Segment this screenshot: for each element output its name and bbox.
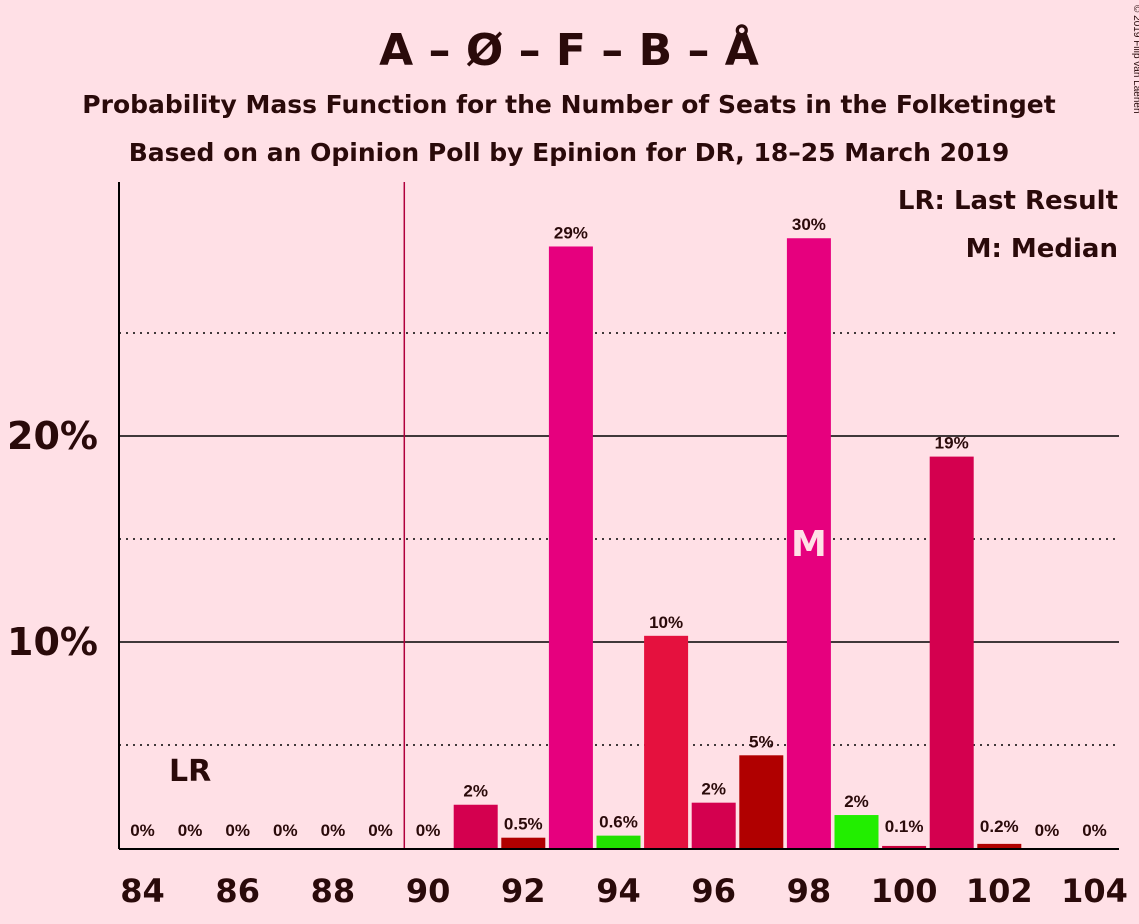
bar-label-99: 2%	[844, 792, 869, 811]
copyright-note: © 2019 Filip van Laenen	[1131, 5, 1139, 114]
chart-subtitle-2: Based on an Opinion Poll by Epinion for …	[129, 138, 1010, 167]
bar-series: M	[453, 238, 1022, 849]
bar-96	[691, 802, 736, 848]
chart-subtitle: Probability Mass Function for the Number…	[82, 90, 1055, 119]
last-result-marker: LR	[169, 182, 406, 848]
bar-label-93: 29%	[554, 223, 588, 242]
bar-label-85: 0%	[178, 821, 203, 840]
bar-label-87: 0%	[273, 821, 298, 840]
x-tick-100: 100	[871, 872, 938, 910]
x-tick-90: 90	[406, 872, 451, 910]
bar-98	[786, 238, 831, 849]
bar-label-88: 0%	[321, 821, 346, 840]
bar-95	[644, 635, 689, 848]
chart-title: A – Ø – F – B – Å	[379, 23, 759, 76]
bar-label-84: 0%	[130, 821, 155, 840]
bar-label-98: 30%	[792, 215, 826, 234]
bar-label-92: 0.5%	[504, 815, 543, 834]
bar-label-103: 0%	[1035, 821, 1060, 840]
x-tick-86: 86	[215, 872, 260, 910]
x-tick-92: 92	[501, 872, 546, 910]
bar-92	[501, 837, 546, 848]
bar-101	[929, 456, 974, 848]
x-tick-88: 88	[311, 872, 356, 910]
bar-100	[882, 845, 927, 848]
x-tick-98: 98	[787, 872, 832, 910]
bar-94	[596, 835, 641, 848]
y-tick-10: 10%	[7, 620, 98, 664]
bar-label-100: 0.1%	[885, 817, 924, 836]
bar-label-97: 5%	[749, 732, 774, 751]
x-tick-102: 102	[966, 872, 1033, 910]
x-tick-84: 84	[120, 872, 165, 910]
bar-93	[548, 246, 593, 849]
legend-median: M: Median	[966, 234, 1118, 264]
bar-99	[834, 815, 879, 848]
bar-91	[453, 804, 498, 848]
x-tick-104: 104	[1061, 872, 1128, 910]
y-tick-labels: 10% 20%	[7, 414, 98, 664]
last-result-label: LR	[169, 754, 211, 789]
bar-label-86: 0%	[225, 821, 250, 840]
bar-label-104: 0%	[1082, 821, 1107, 840]
bar-label-91: 2%	[463, 782, 488, 801]
bar-label-96: 2%	[701, 780, 726, 799]
legend-last-result: LR: Last Result	[898, 186, 1118, 216]
x-tick-labels: 84 86 88 90 92 94 96 98 100 102 104	[120, 872, 1128, 910]
bar-97	[739, 755, 784, 848]
bar-label-89: 0%	[368, 821, 393, 840]
bar-102	[977, 843, 1022, 848]
bar-value-labels: 0% 0% 0% 0% 0% 0% 0% 2% 0.5% 29% 0.6% 10% 2% 5% 30% 2% 0…	[130, 215, 1107, 840]
x-tick-96: 96	[691, 872, 736, 910]
bar-label-102: 0.2%	[980, 817, 1019, 836]
y-tick-20: 20%	[7, 414, 98, 458]
bar-label-101: 19%	[935, 434, 969, 453]
median-marker: M	[791, 524, 827, 565]
bar-label-95: 10%	[649, 613, 683, 632]
bar-label-90: 0%	[416, 821, 441, 840]
bar-label-94: 0.6%	[599, 813, 638, 832]
x-tick-94: 94	[596, 872, 641, 910]
